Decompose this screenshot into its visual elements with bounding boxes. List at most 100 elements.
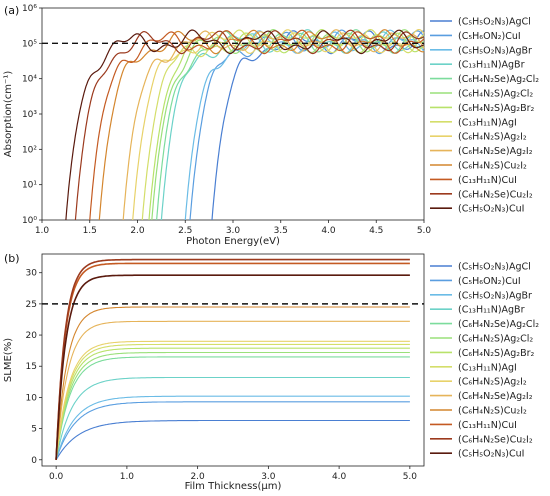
x-tick-label: 3.0 [226,226,241,236]
series-group-b [55,258,410,461]
legend-label: (C₆H₄N₂Se)Ag₂Cl₂ [458,319,539,330]
x-tick-labels-a: 1.0 1.5 2.0 2.5 3.0 3.5 4.0 4.5 5.0 [35,220,432,236]
y-tick-labels-a: 10⁰ 10¹ 10² 10³ 10⁴ 10⁵ 10⁶ [22,4,42,226]
x-tick-label: 5.0 [403,472,418,482]
x-tick-label: 5.0 [417,226,432,236]
x-tick-label: 0.0 [49,472,64,482]
series-line-b [55,401,410,460]
legend-label: (C₆H₄N₂S)Cu₂I₂ [458,161,527,172]
series-line-a [132,29,425,221]
legend-label: (C₁₃H₁₁N)CuI [458,175,517,186]
series-line-a [156,29,425,221]
y-axis-label-a: Absorption(cm⁻¹) [3,71,14,158]
legend-label: (C₅H₅O₂N₃)CuI [458,204,524,215]
legend-label: (C₅H₆ON₂)CuI [458,31,521,42]
series-line-b [55,274,410,460]
series-line-b [55,419,410,461]
y-axis-label-b: SLME(%) [3,338,14,382]
series-line-a [74,29,425,221]
y-tick-label: 15 [26,362,37,372]
series-line-a [184,29,425,221]
series-line-a [148,28,425,221]
series-line-a [122,29,425,221]
legend-label: (C₆H₄N₂S)Ag₂I₂ [458,132,527,143]
legend-a: (C₅H₅O₂N₃)AgCl (C₅H₆ON₂)CuI (C₅H₅O₂N₃)AgBr… [430,17,539,215]
x-tick-label: 2.0 [190,472,205,482]
series-line-b [55,262,410,460]
y-tick-label: 25 [26,300,37,310]
panel-b-slme: (b) 0.0 1.0 2.0 3.0 4.0 5.0 0 5 10 15 20 25 30 Film… [3,252,539,492]
legend-label: (C₁₃H₁₁N)AgBr [458,305,525,316]
series-line-a [189,29,425,221]
legend-label: (C₅H₅O₂N₃)AgCl [458,17,531,28]
legend-b: (C₅H₅O₂N₃)AgCl (C₅H₆ON₂)CuI (C₅H₅O₂N₃)AgBr… [430,262,539,460]
series-line-b [55,340,410,460]
series-line-b [55,258,410,460]
x-tick-label: 1.0 [120,472,135,482]
y-tick-label: 10 [26,393,38,403]
legend-label: (C₅H₅O₂N₃)CuI [458,449,524,460]
series-line-a [65,29,425,221]
x-axis-label-a: Photon Energy(eV) [186,236,280,247]
x-tick-label: 1.5 [83,226,97,236]
legend-label: (C₆H₄N₂Se)Ag₂I₂ [458,391,533,402]
x-tick-label: 1.0 [35,226,50,236]
x-tick-label: 4.0 [321,226,336,236]
x-tick-label: 4.5 [369,226,383,236]
legend-label: (C₆H₄N₂S)Ag₂Br₂ [458,348,535,359]
x-tick-label: 3.5 [274,226,288,236]
x-tick-label: 4.0 [332,472,347,482]
series-line-b [55,356,410,460]
x-axis-label-b: Film Thickness(μm) [185,481,282,492]
y-tick-label: 10⁶ [22,4,37,14]
y-tick-label: 10⁴ [22,75,37,85]
panel-b-label: (b) [4,252,20,265]
series-line-a [211,30,425,221]
legend-label: (C₅H₅O₂N₃)AgCl [458,262,531,273]
series-line-b [55,320,410,460]
legend-label: (C₁₃H₁₁N)AgI [458,362,517,373]
y-tick-label: 0 [31,456,37,466]
legend-label: (C₆H₄N₂Se)Cu₂I₂ [458,434,533,445]
plot-frame-b [41,253,425,467]
legend-label: (C₆H₄N₂Se)Ag₂I₂ [458,146,533,157]
y-tick-labels-b: 0 5 10 15 20 25 30 [26,269,42,466]
x-tick-label: 2.0 [130,226,145,236]
panel-a-label: (a) [4,4,19,17]
y-tick-label: 10⁵ [22,39,37,49]
y-tick-label: 10⁰ [22,216,37,226]
legend-label: (C₁₃H₁₁N)AgBr [458,60,525,71]
y-tick-label: 30 [26,269,38,279]
series-line-a [151,28,425,221]
legend-label: (C₅H₅O₂N₃)AgBr [458,290,532,301]
series-line-b [55,347,410,460]
legend-label: (C₁₃H₁₁N)AgI [458,117,517,128]
series-line-b [55,351,410,460]
legend-label: (C₆H₄N₂S)Ag₂Cl₂ [458,334,533,345]
x-tick-label: 3.0 [261,472,276,482]
series-line-a [141,28,425,221]
y-tick-label: 20 [26,331,38,341]
y-tick-label: 10² [22,145,37,155]
series-group-a [65,28,425,221]
legend-label: (C₆H₄N₂S)Ag₂I₂ [458,377,527,388]
legend-label: (C₆H₄N₂Se)Cu₂I₂ [458,189,533,200]
y-tick-label: 10¹ [22,181,37,191]
legend-label: (C₆H₄N₂S)Cu₂I₂ [458,406,527,417]
x-tick-label: 2.5 [178,226,192,236]
series-line-b [55,376,410,460]
legend-label: (C₆H₄N₂S)Ag₂Cl₂ [458,89,533,100]
series-line-a [98,29,425,221]
series-line-b [55,343,410,460]
panel-a-absorption: (a) 1.0 1.5 2.0 2.5 3.0 3.5 4.0 4.5 5.0 10⁰10¹10… [3,4,539,247]
series-line-b [55,306,410,460]
y-tick-label: 5 [31,425,37,435]
y-tick-label: 10³ [22,110,37,120]
legend-label: (C₅H₆ON₂)CuI [458,276,521,287]
x-tick-labels-b: 0.0 1.0 2.0 3.0 4.0 5.0 [49,466,417,482]
legend-label: (C₁₃H₁₁N)CuI [458,420,517,431]
legend-label: (C₆H₄N₂S)Ag₂Br₂ [458,103,535,114]
legend-label: (C₆H₄N₂Se)Ag₂Cl₂ [458,74,539,85]
series-line-b [55,395,410,460]
